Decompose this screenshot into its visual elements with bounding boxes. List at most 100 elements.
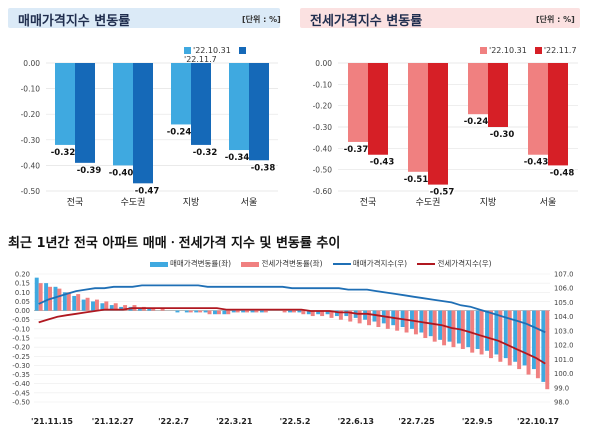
bar [348,63,368,142]
bar [216,310,221,315]
y-right-tick-label: 107.0 [554,271,573,279]
x-tick-label: '22.7.25 [398,417,435,426]
bar [282,310,287,313]
legend-item: '22.11.7 [184,46,248,64]
bar [226,310,231,315]
bar [188,310,193,313]
bar [376,310,381,328]
legend-swatch [241,261,260,267]
legend-item: 매매가격변동률(좌) [150,259,231,268]
y-right-tick-label: 98.0 [554,399,569,407]
x-tick-label: 수도권 [416,196,441,208]
bar [76,294,81,311]
bar [137,308,142,311]
bar [113,63,133,166]
bar [494,310,499,355]
bar [468,63,488,115]
x-tick-label: '22.10.17 [517,417,559,426]
bar [249,63,269,161]
data-label: -0.51 [404,175,429,185]
bar [231,310,236,313]
panel-title-box: 전세가격지수 변동률 [300,8,580,29]
y-left-tick-label: 0.00 [15,307,30,315]
bar [250,310,255,313]
bar [357,310,362,324]
bar [489,310,493,359]
bar [100,303,105,311]
jeonse-change-bar-chart: 0.00-0.10-0.20-0.30-0.40-0.50-0.60-0.37-… [313,59,578,208]
bar [432,310,437,342]
data-label: -0.43 [370,158,395,168]
bar [263,310,268,313]
y-right-tick-label: 104.0 [554,313,573,321]
bar [288,310,292,313]
panel-title: 매매가격지수 변동률 [18,14,131,29]
bar [235,310,240,313]
panel-title-box: 매매가격지수 변동률 [8,8,280,29]
bar [123,305,128,311]
data-label: -0.32 [51,148,76,158]
data-label: -0.37 [344,145,369,155]
y-left-tick-label: 0.05 [15,298,30,306]
bar [133,63,153,184]
bar [408,63,428,172]
bar [320,310,325,317]
bar [306,310,311,315]
bar [66,292,71,311]
x-tick-label: 서울 [241,197,258,208]
legend-swatch [332,263,351,265]
data-label: -0.48 [550,168,575,178]
legend-swatch [150,261,168,267]
bar [447,310,452,342]
bar [466,310,471,348]
x-tick-label: '22.9.5 [462,417,493,426]
y-tick-label: -0.20 [313,102,333,111]
legend-item: '22.10.31 [480,46,527,55]
trend-combo-chart: 0.200.150.100.050.00-0.05-0.10 -0.15-0.20… [12,271,573,427]
y-tick-label: 0.00 [23,59,40,68]
y-left-tick-label: 0.15 [15,280,30,288]
legend-label: 매매가격변동률(좌) [170,259,232,268]
y-left-tick-label: -0.50 [12,399,30,407]
bar [325,310,330,315]
x-tick-label: 전국 [67,197,84,208]
y-tick-label: 0.00 [315,59,332,68]
y-tick-label: -0.30 [21,136,41,145]
legend-swatch [238,47,246,54]
legend-swatch [417,263,436,265]
bar [368,63,388,155]
y-right-tick-label: 101.0 [554,356,573,364]
legend-label: 전세가격변동률(좌) [261,259,323,268]
bar [363,310,368,320]
y-right-tick-label: 105.0 [554,299,573,307]
bar [479,310,484,355]
legend: '22.10.31'22.11.7 [184,46,288,64]
bar [34,277,39,311]
bar [503,310,508,359]
legend-item: '22.11.7 [534,46,577,55]
bar [535,310,540,379]
bar [531,310,536,370]
x-tick-label: 지방 [183,197,200,208]
bar [175,310,180,313]
bar [222,310,227,315]
legend-label: 전세가격지수(우) [437,259,492,268]
y-left-tick-label: -0.40 [12,380,30,388]
bar [191,63,211,145]
legend-item: 전세가격지수(우) [417,259,492,268]
y-left-tick-label: -0.30 [12,362,30,370]
bar [81,299,86,311]
bar [498,310,503,362]
y-left-tick-label: -0.35 [12,371,30,379]
panel-sale-change: 매매가격지수 변동률 [단위 : %] '22.10.31'22.11.7 0.… [8,8,288,218]
x-tick-label: '22.2.7 [158,417,189,426]
y-left-tick-label: -0.10 [12,325,30,333]
bar [485,310,490,351]
bar [91,301,95,311]
trend-chart-title: 최근 1년간 전국 아파트 매매ㆍ전세가격 지수 및 변동률 추이 [8,236,341,251]
bar [334,310,339,317]
y-left-tick-label: -0.15 [12,335,30,343]
bar [395,310,400,331]
bar [147,308,152,311]
legend-label: '22.11.7 [184,55,217,64]
